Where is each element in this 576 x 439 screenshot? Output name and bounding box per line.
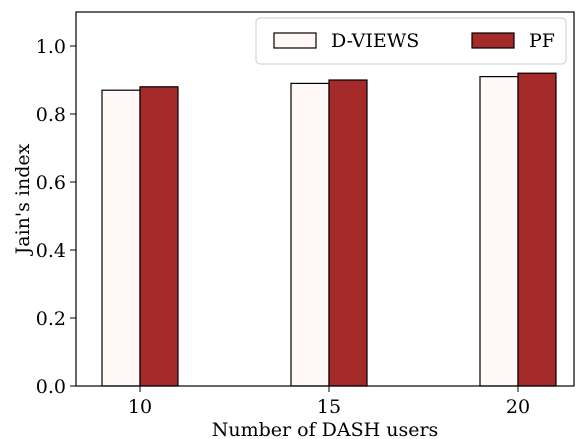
plot-frame: [75, 11, 575, 387]
bar-d-views-15: [290, 82, 330, 387]
bars-group: [101, 72, 557, 387]
bar-d-views-10: [101, 89, 141, 387]
y-tick-label: 0.6: [36, 172, 66, 194]
y-tick-label: 0.8: [36, 104, 66, 126]
y-tick-label: 0.0: [36, 376, 66, 398]
legend-swatch-pf: [471, 32, 515, 49]
legend-label-d-views: D-VIEWS: [331, 30, 419, 52]
y-tick-label: 0.2: [36, 308, 66, 330]
y-axis-title: Jain's index: [12, 143, 34, 256]
bar-pf-15: [328, 79, 368, 387]
y-axis: 0.0 0.2 0.4 0.6 0.8 1.0: [36, 36, 76, 398]
legend: D-VIEWS PF: [255, 17, 567, 65]
legend-label-pf: PF: [529, 30, 555, 52]
x-tick-label: 20: [506, 396, 530, 418]
bar-pf-20: [517, 72, 557, 387]
bar-d-views-20: [479, 75, 519, 387]
x-axis: 10 15 20: [128, 386, 530, 418]
legend-frame: [255, 17, 567, 65]
x-tick-label: 10: [128, 396, 152, 418]
y-tick-label: 0.4: [36, 240, 66, 262]
x-tick-label: 15: [317, 396, 341, 418]
legend-swatch-d-views: [273, 32, 317, 49]
y-tick-label: 1.0: [36, 36, 66, 58]
bar-pf-10: [139, 86, 179, 387]
x-axis-title: Number of DASH users: [212, 419, 439, 439]
